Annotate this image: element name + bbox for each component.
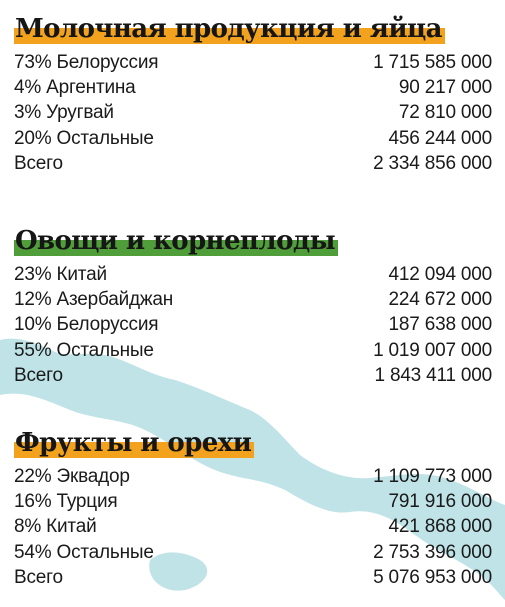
table-row: 16% Турция 791 916 000 [14,489,492,514]
dairy-section: Молочная продукция и яйца 73% Белоруссия… [14,14,492,176]
vegetables-heading-text: Овощи и корнеплоды [15,226,336,256]
table-row: 12% Азербайджан 224 672 000 [14,287,492,312]
row-value: 1 843 411 000 [374,364,493,386]
row-value: 2 753 396 000 [373,541,492,563]
map-island-shape [149,552,208,591]
row-label: Всего [14,566,63,588]
table-row: 22% Эквадор 1 109 773 000 [14,464,492,489]
row-label: Всего [14,152,63,174]
row-value: 1 109 773 000 [373,466,492,487]
total-row: Всего 5 076 953 000 [14,565,492,590]
row-label: Всего [14,364,63,386]
row-value: 456 244 000 [388,127,493,149]
row-label: 23% Китай [14,264,107,285]
table-row: 3% Уругвай 72 810 000 [14,100,492,125]
total-row: Всего 1 843 411 000 [14,363,492,388]
row-value: 1 715 585 000 [373,52,492,73]
total-row: Всего 2 334 856 000 [14,151,492,176]
row-label: 54% Остальные [14,541,154,563]
row-label: 8% Китай [14,516,97,538]
table-row: 55% Остальные 1 019 007 000 [14,338,492,363]
row-value: 791 916 000 [388,491,493,513]
table-row: 73% Белоруссия 1 715 585 000 [14,50,492,75]
row-value: 2 334 856 000 [373,152,492,174]
row-value: 1 019 007 000 [373,339,492,361]
table-row: 10% Белоруссия 187 638 000 [14,312,492,337]
dairy-heading-text: Молочная продукция и яйца [15,14,443,44]
row-value: 421 868 000 [388,516,493,538]
fruits-heading: Фрукты и орехи [14,428,255,458]
table-row: 4% Аргентина 90 217 000 [14,75,492,100]
row-value: 187 638 000 [388,314,493,336]
row-value: 412 094 000 [388,264,493,285]
fruits-heading-text: Фрукты и орехи [15,428,252,458]
row-value: 224 672 000 [388,289,493,311]
row-label: 22% Эквадор [14,466,130,487]
table-row: 23% Китай 412 094 000 [14,262,492,287]
table-row: 54% Остальные 2 753 396 000 [14,540,492,565]
row-value: 5 076 953 000 [373,566,492,588]
row-label: 3% Уругвай [14,102,114,124]
row-label: 16% Турция [14,491,118,513]
row-label: 12% Азербайджан [14,289,174,311]
vegetables-section: Овощи и корнеплоды 23% Китай 412 094 000 … [14,226,492,388]
row-label: 4% Аргентина [14,77,136,99]
row-label: 55% Остальные [14,339,154,361]
row-value: 90 217 000 [398,77,492,99]
table-row: 20% Остальные 456 244 000 [14,126,492,151]
vegetables-heading: Овощи и корнеплоды [14,226,339,256]
row-label: 10% Белоруссия [14,314,159,336]
table-row: 8% Китай 421 868 000 [14,514,492,539]
row-label: 20% Остальные [14,127,154,149]
row-value: 72 810 000 [398,102,492,124]
dairy-heading: Молочная продукция и яйца [14,14,445,44]
row-label: 73% Белоруссия [14,52,159,73]
fruits-section: Фрукты и орехи 22% Эквадор 1 109 773 000 … [14,428,492,590]
